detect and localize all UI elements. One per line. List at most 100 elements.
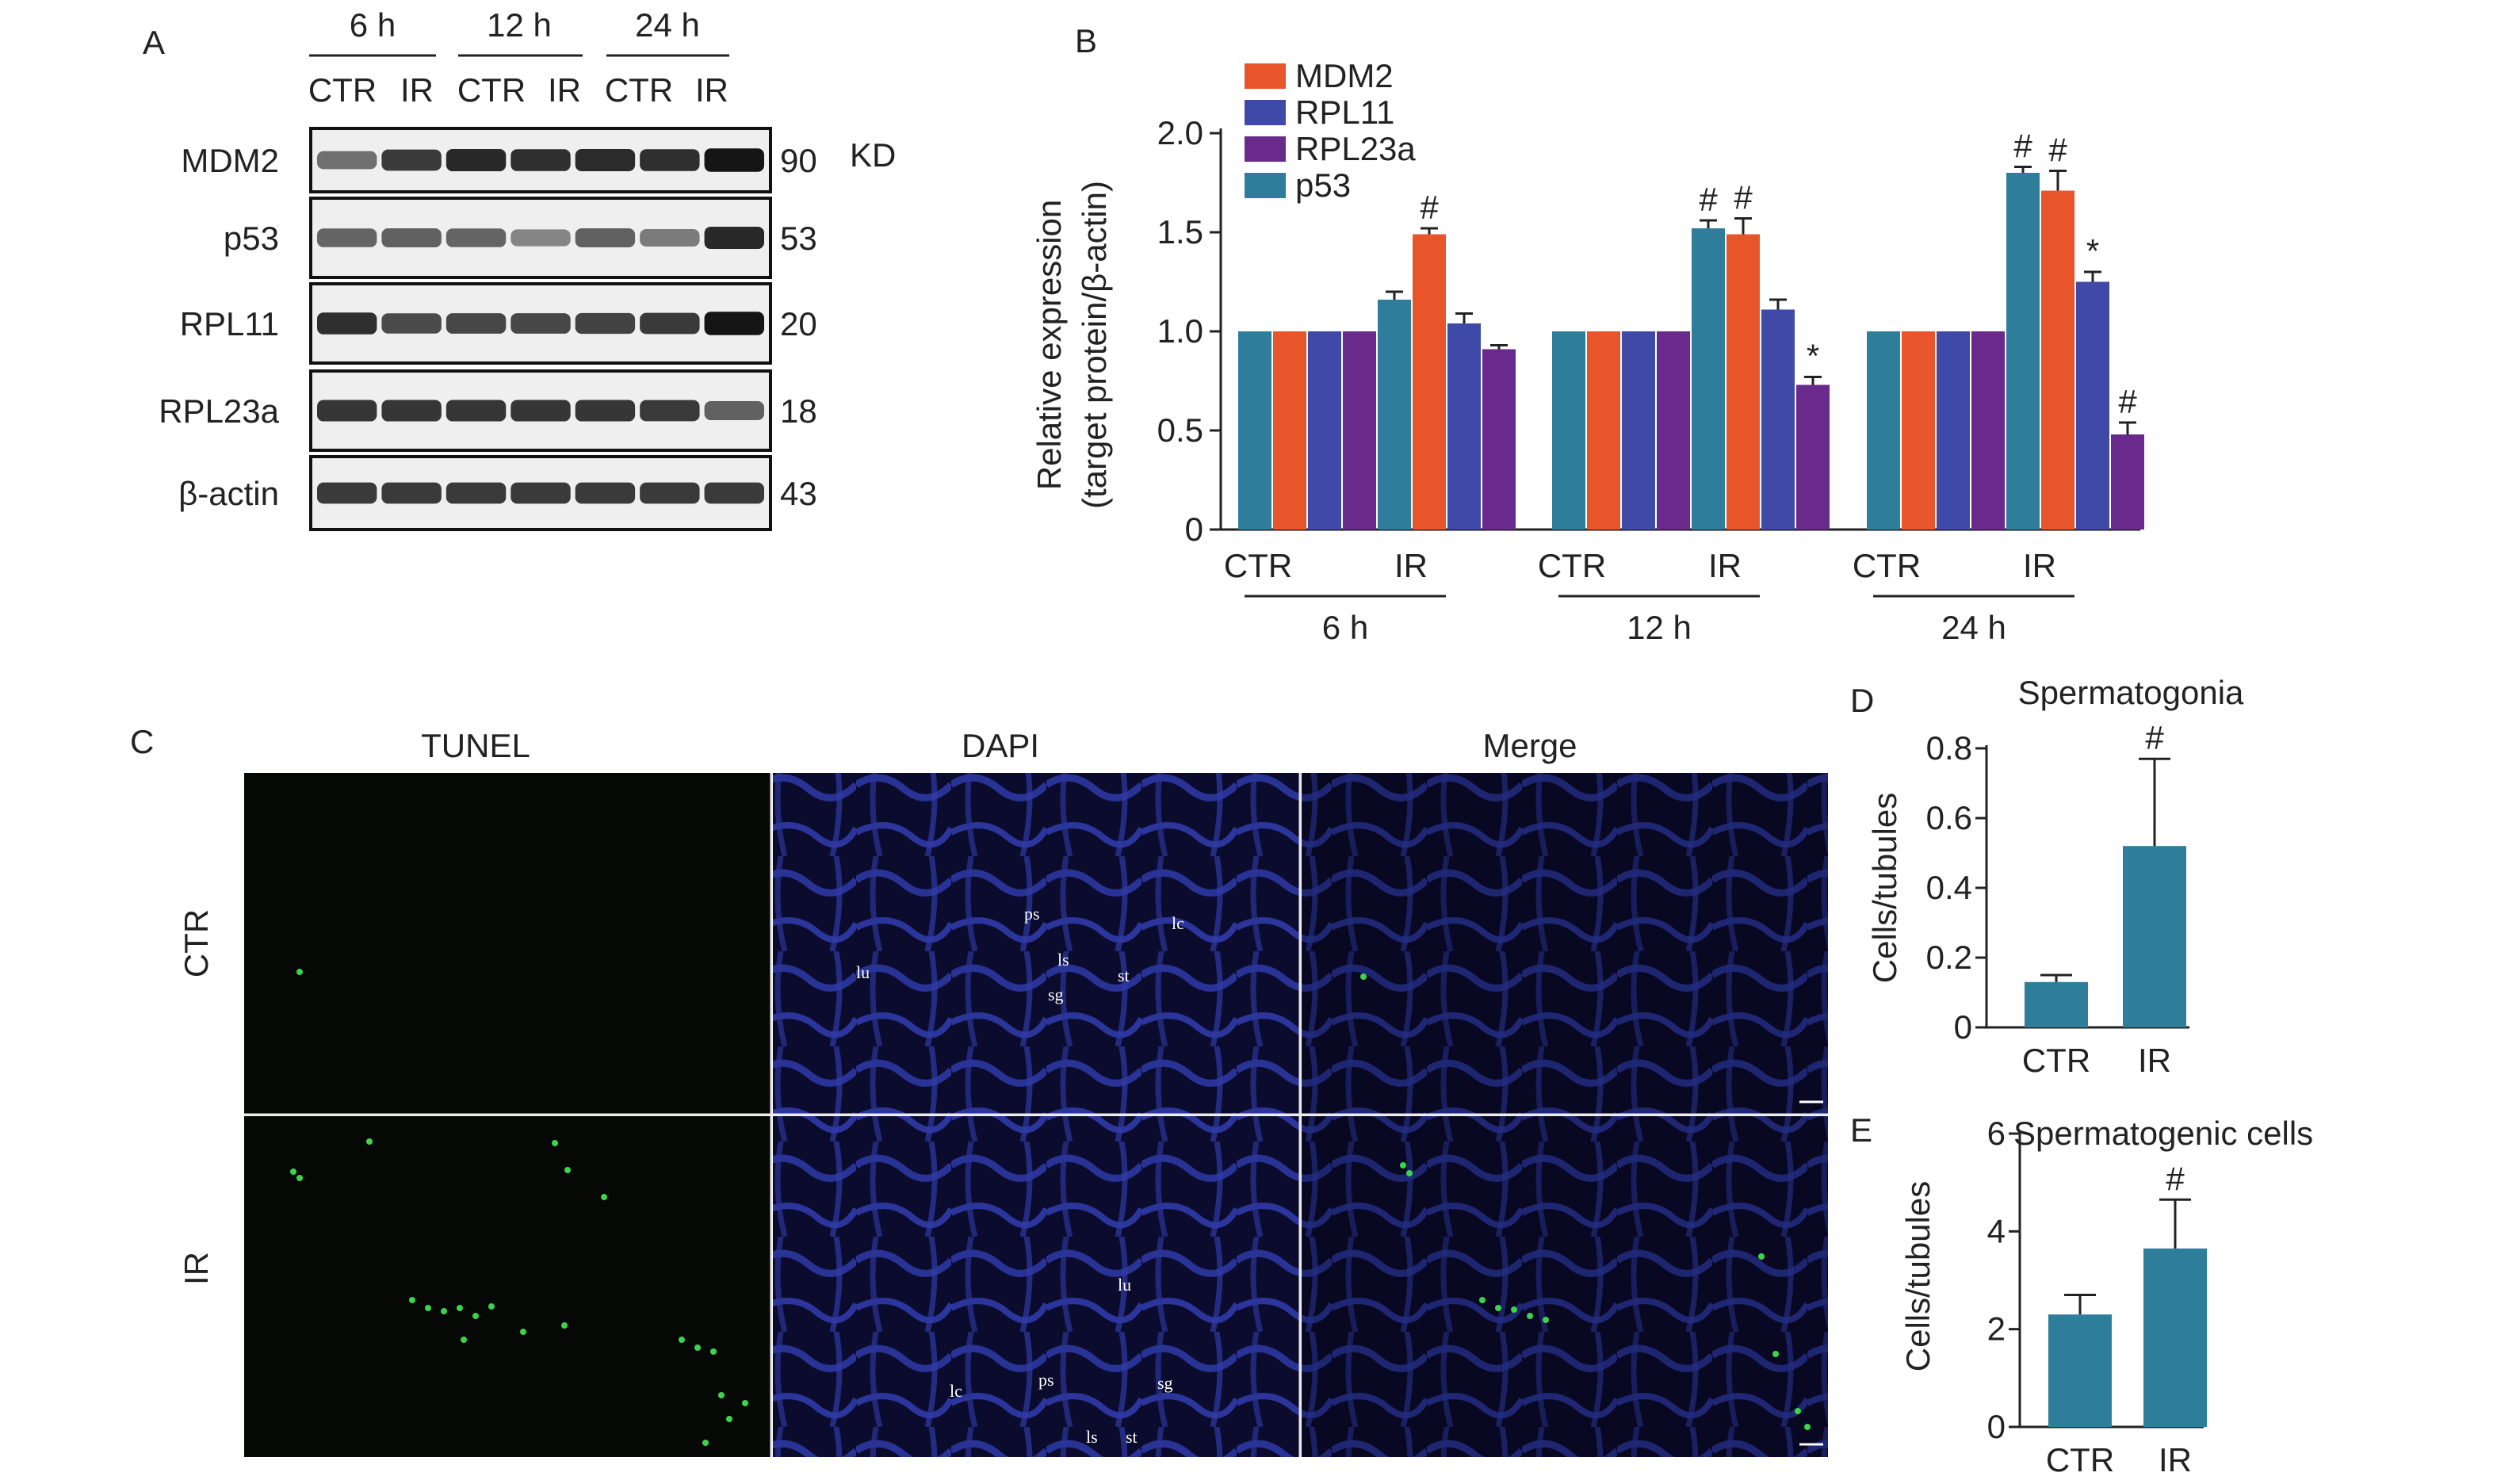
wb-lane-label: CTR [308, 71, 377, 109]
chart-b-bar [1552, 331, 1585, 530]
panel-letter-a: A [143, 24, 165, 61]
wb-time-12h: 12 h [487, 6, 552, 44]
chart-b-bar [1971, 331, 2005, 530]
tunel-positive-dot [461, 1337, 467, 1343]
chart-b-bar [1937, 331, 1970, 530]
wb-band [381, 228, 442, 247]
chart-ytick-label: 6 [1987, 1115, 2006, 1152]
tunel-positive-dot [290, 1168, 296, 1175]
tunel-positive-dot [679, 1337, 685, 1343]
wb-blot-rows: MDM2 90 p53 53 RPL11 20 RPL23a 18 β-actin 43 [159, 127, 817, 531]
dapi-ctr-annotations: ps lc lu ls st sg [856, 904, 1184, 1004]
wb-band [704, 148, 764, 172]
wb-band [317, 151, 377, 170]
wb-lane-label: IR [400, 71, 434, 109]
tunel-positive-dot [742, 1400, 748, 1406]
wb-time-labels: 6 h 12 h 24 h [309, 6, 729, 57]
wb-protein-label: RPL11 [180, 305, 279, 342]
wb-band [510, 400, 571, 422]
wb-band [445, 313, 507, 334]
chart-significance: # [2145, 719, 2164, 756]
wb-kd-value: 53 [780, 220, 817, 257]
chart-b-legend-label: p53 [1295, 166, 1351, 204]
chart-b-bar [1447, 323, 1481, 530]
microscopy-col-merge: Merge [1482, 727, 1577, 764]
tunel-positive-dot [520, 1329, 526, 1335]
merge-ir-image [1302, 1116, 1828, 1457]
tunel-positive-dot [1511, 1306, 1517, 1313]
chart-b-bar [2041, 190, 2074, 530]
chart-b-bar [1796, 384, 1830, 530]
chart-ytick-label: 0.2 [1926, 939, 1972, 976]
wb-lane-label: CTR [605, 71, 673, 109]
wb-time-6h: 6 h [350, 6, 396, 44]
tunel-positive-dot [366, 1138, 373, 1145]
chart-b-ytick-label: 1.5 [1157, 213, 1203, 251]
chart-b-bar [1587, 331, 1620, 530]
tunel-positive-dot [409, 1297, 415, 1303]
wb-protein-label: β-actin [178, 475, 279, 512]
annotation-label: ls [1057, 950, 1069, 970]
dapi-ir-image [773, 1116, 1299, 1457]
chart-b-plot: 0 0.5 1.0 1.5 2.0 CTR # IR 6 h CTR # # * IR 12 h CTR # # *… [1157, 114, 2144, 646]
wb-band [381, 313, 442, 334]
chart-e-ylabel: Cells/tubules [1899, 1181, 1937, 1371]
chart-ytick-label: 0.4 [1926, 869, 1972, 906]
chart-ytick-label: 4 [1987, 1212, 2006, 1249]
wb-protein-label: MDM2 [181, 142, 279, 179]
annotation-label: ps [1038, 1370, 1054, 1390]
wb-band [704, 312, 764, 335]
tunel-positive-dot [425, 1305, 431, 1311]
chart-b-ytick-label: 0 [1185, 511, 1203, 548]
chart-b-ylabel-line2: (target protein/β-actin) [1076, 181, 1113, 509]
chart-bar [2123, 846, 2186, 1027]
chart-b-significance: * [2086, 232, 2099, 270]
wb-band [575, 228, 636, 247]
tunel-positive-dot [564, 1167, 571, 1173]
chart-ytick-label: 0 [1954, 1008, 1972, 1046]
chart-category-label: IR [2138, 1042, 2171, 1079]
tunel-positive-dot [441, 1308, 447, 1314]
chart-ytick-label: 0 [1987, 1408, 2006, 1445]
wb-band [640, 149, 700, 171]
chart-b-bar [1622, 331, 1655, 530]
chart-b-bar [1273, 331, 1306, 530]
chart-category-label: CTR [2022, 1042, 2090, 1079]
chart-b-bar [1308, 331, 1341, 530]
microscopy-row-ctr: CTR [178, 909, 215, 977]
chart-b-bar [1238, 331, 1271, 530]
wb-kd-unit: KD [850, 136, 896, 174]
chart-b-ytick-label: 1.0 [1157, 312, 1203, 350]
tunel-ir-image [244, 1116, 771, 1457]
tunel-positive-dot [702, 1440, 709, 1446]
chart-significance: # [2166, 1160, 2185, 1197]
wb-protein-label: RPL23a [159, 392, 279, 430]
chart-b-sub-label: CTR [1224, 547, 1292, 584]
panel-d-spermatogonia-chart: D Spermatogonia Cells/tubules 0 0.2 0.4 0.6… [1850, 674, 2244, 1079]
merge-ctr-image [1302, 773, 1828, 1114]
chart-b-ytick-label: 2.0 [1157, 114, 1203, 151]
wb-protein-label: p53 [224, 220, 279, 257]
microscopy-row-ir: IR [178, 1252, 215, 1285]
chart-b-significance: # [2013, 128, 2032, 165]
tunel-positive-dot [601, 1194, 607, 1200]
tunel-positive-cells [290, 969, 1811, 1446]
panel-a-western-blot: A 6 h 12 h 24 h CTR IR CTR IR CTR IR MDM… [143, 6, 896, 531]
wb-band [640, 400, 700, 422]
chart-b-legend-label: RPL11 [1295, 94, 1394, 131]
wb-band [575, 482, 636, 504]
wb-band [704, 482, 764, 504]
wb-band [575, 400, 636, 422]
chart-bar [2048, 1314, 2112, 1427]
tunel-positive-dot [1543, 1317, 1549, 1323]
wb-band [640, 312, 700, 335]
chart-ytick-label: 0.6 [1926, 799, 1972, 836]
wb-band [510, 482, 571, 504]
chart-category-label: CTR [2046, 1441, 2114, 1478]
tunel-positive-dot [552, 1140, 558, 1146]
chart-b-legend-label: MDM2 [1295, 57, 1394, 94]
chart-bar [2025, 981, 2088, 1027]
wb-kd-value: 20 [780, 305, 817, 342]
chart-b-ytick-label: 0.5 [1157, 411, 1203, 449]
wb-band [381, 482, 442, 504]
